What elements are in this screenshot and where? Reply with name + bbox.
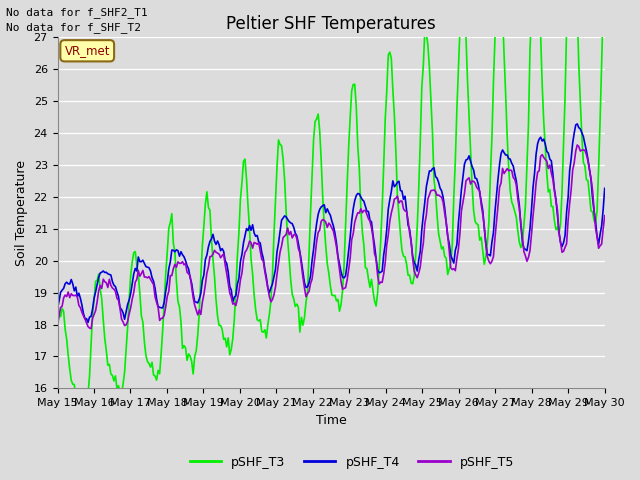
pSHF_T3: [573, 10, 581, 15]
pSHF_T3: [246, 227, 253, 232]
pSHF_T3: [78, 405, 86, 410]
pSHF_T5: [246, 238, 253, 244]
pSHF_T5: [237, 277, 244, 283]
pSHF_T4: [246, 223, 253, 228]
pSHF_T3: [237, 196, 244, 202]
pSHF_T3: [54, 322, 61, 328]
Text: No data for f_SHF2_T1: No data for f_SHF2_T1: [6, 7, 148, 18]
Text: VR_met: VR_met: [65, 44, 110, 57]
pSHF_T5: [294, 246, 302, 252]
pSHF_T5: [601, 213, 609, 218]
pSHF_T3: [294, 304, 302, 310]
pSHF_T4: [237, 259, 244, 264]
pSHF_T4: [84, 320, 92, 325]
Y-axis label: Soil Temperature: Soil Temperature: [15, 160, 28, 266]
pSHF_T5: [218, 253, 226, 259]
Line: pSHF_T3: pSHF_T3: [58, 0, 605, 408]
pSHF_T5: [572, 148, 580, 154]
Title: Peltier SHF Temperatures: Peltier SHF Temperatures: [226, 15, 436, 33]
pSHF_T5: [87, 326, 95, 332]
pSHF_T5: [54, 323, 61, 329]
Line: pSHF_T4: pSHF_T4: [58, 124, 605, 323]
pSHF_T3: [122, 347, 130, 353]
pSHF_T5: [122, 322, 130, 328]
pSHF_T4: [601, 185, 609, 191]
Legend: pSHF_T3, pSHF_T4, pSHF_T5: pSHF_T3, pSHF_T4, pSHF_T5: [185, 451, 519, 474]
X-axis label: Time: Time: [316, 414, 346, 427]
pSHF_T4: [572, 122, 580, 128]
pSHF_T4: [573, 121, 581, 127]
Text: No data for f_SHF_T2: No data for f_SHF_T2: [6, 22, 141, 33]
pSHF_T3: [218, 326, 226, 332]
Line: pSHF_T5: pSHF_T5: [58, 145, 605, 329]
pSHF_T4: [218, 246, 226, 252]
pSHF_T4: [122, 309, 130, 315]
pSHF_T4: [54, 305, 61, 311]
pSHF_T5: [573, 142, 581, 148]
pSHF_T4: [294, 240, 302, 246]
